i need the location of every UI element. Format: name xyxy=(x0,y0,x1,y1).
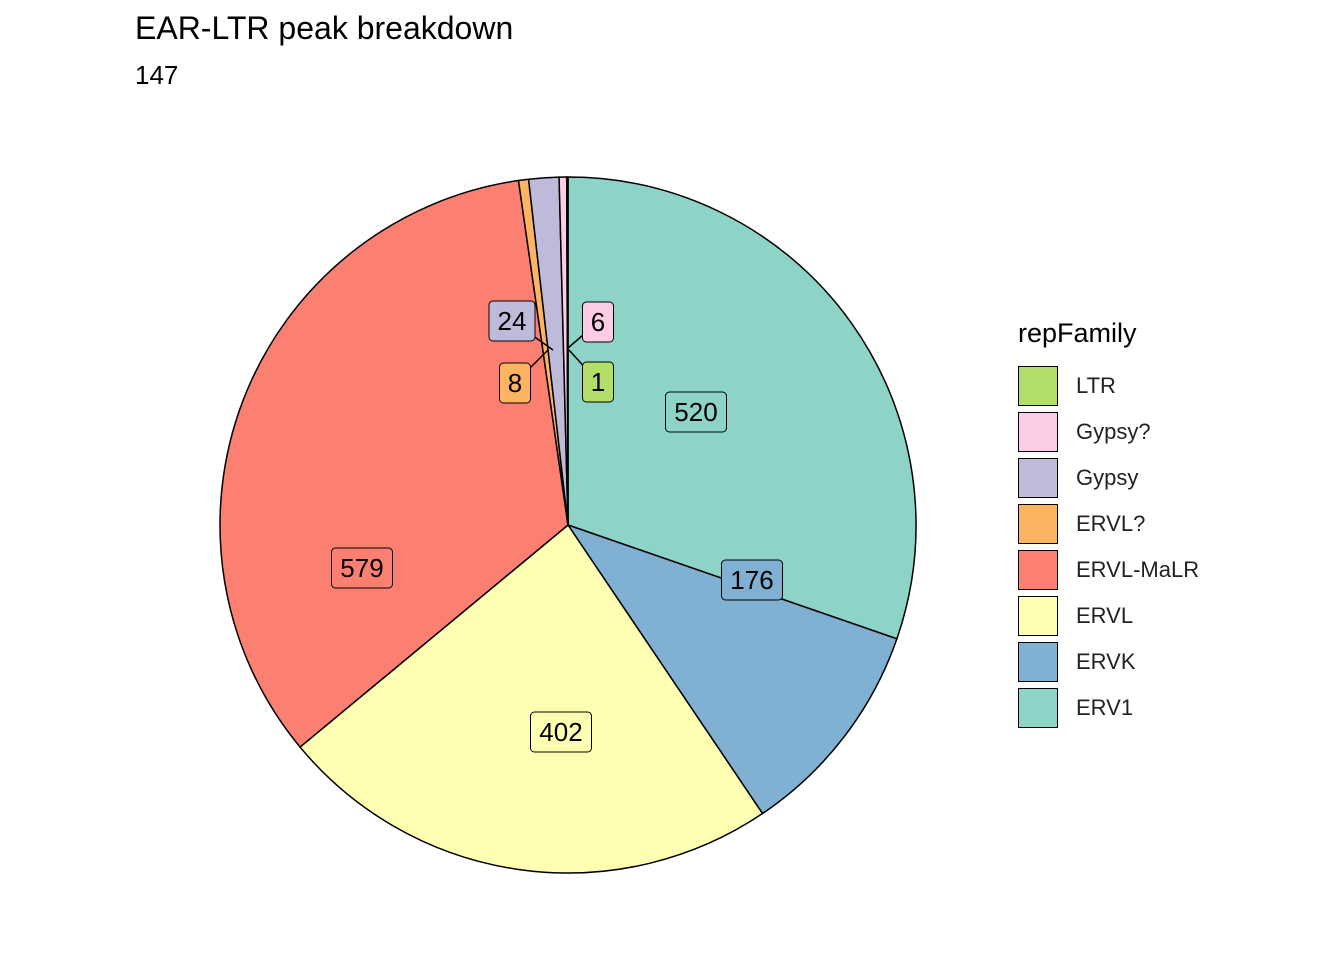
data-label-box xyxy=(488,300,536,342)
pie-slice-erv1 xyxy=(567,176,917,640)
legend-label: ERVL? xyxy=(1076,511,1146,536)
legend-swatch xyxy=(1018,688,1058,728)
data-label: 8 xyxy=(508,368,522,398)
data-label-box xyxy=(582,301,614,343)
legend-item: ERVL xyxy=(1018,593,1199,639)
data-label: 579 xyxy=(340,553,383,583)
data-label: 24 xyxy=(498,306,527,336)
legend-label: ERVK xyxy=(1076,649,1136,674)
legend-item: ERVL? xyxy=(1018,501,1199,547)
data-label-box xyxy=(582,361,614,403)
data-label-box xyxy=(665,391,727,433)
data-label: 176 xyxy=(730,565,773,595)
legend-swatch xyxy=(1018,458,1058,498)
data-label-box xyxy=(499,362,531,404)
legend-title: repFamily xyxy=(1018,318,1137,348)
legend-item: ERVK xyxy=(1018,639,1199,685)
legend-item: ERV1 xyxy=(1018,685,1199,731)
pie-slice-ltr xyxy=(565,176,569,526)
legend-item: LTR xyxy=(1018,363,1199,409)
legend-item: Gypsy? xyxy=(1018,409,1199,455)
data-label: 520 xyxy=(674,397,717,427)
pie-slice-ervk xyxy=(566,523,898,815)
data-label-box xyxy=(721,559,783,601)
legend-label: ERVL xyxy=(1076,603,1134,628)
legend-label: ERV1 xyxy=(1076,695,1134,720)
legend-swatch xyxy=(1018,412,1058,452)
data-label: 6 xyxy=(591,307,605,337)
legend-label: LTR xyxy=(1076,373,1116,398)
legend-item: Gypsy xyxy=(1018,455,1199,501)
data-label-box xyxy=(331,547,393,589)
pie-slice-ervl-malr xyxy=(219,179,569,749)
legend-label: Gypsy? xyxy=(1076,419,1151,444)
legend-swatch xyxy=(1018,642,1058,682)
data-label-box xyxy=(530,711,592,753)
legend-swatch xyxy=(1018,596,1058,636)
data-label: 1 xyxy=(591,367,605,397)
legend-label: Gypsy xyxy=(1076,465,1139,490)
legend-swatch xyxy=(1018,366,1058,406)
data-label: 402 xyxy=(539,717,582,747)
legend: repFamily LTR Gypsy? Gypsy ERVL? ERVL-MaLR ER… xyxy=(1018,318,1199,731)
legend-item: ERVL-MaLR xyxy=(1018,547,1199,593)
legend-label: ERVL-MaLR xyxy=(1076,557,1200,582)
legend-swatch xyxy=(1018,550,1058,590)
chart-subtitle: 147 xyxy=(135,60,179,90)
legend-swatch xyxy=(1018,504,1058,544)
chart-title: EAR-LTR peak breakdown xyxy=(135,10,514,46)
pie-slice-ervl xyxy=(298,523,764,874)
